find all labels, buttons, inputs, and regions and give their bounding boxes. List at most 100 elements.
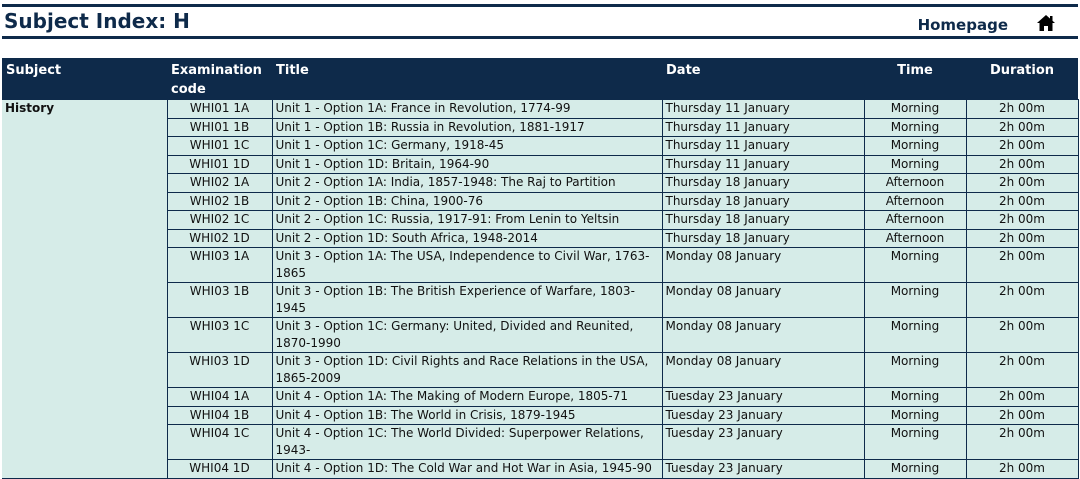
time-cell: Morning (863, 154, 967, 174)
exam-code-cell: WHI04 1B (166, 405, 273, 425)
duration-cell: 2h 00m (965, 459, 1079, 479)
date-cell: Tuesday 23 January (661, 424, 865, 460)
time-cell: Morning (863, 459, 967, 479)
duration-cell: 2h 00m (965, 387, 1079, 407)
table-row: History WHI01 1A Unit 1 - Option 1A: Franc… (2, 99, 1079, 479)
title-cell: Unit 2 - Option 1B: China, 1900-76 (271, 191, 663, 211)
table-row: WHI03 1C Unit 3 - Option 1C: Germany: Uni… (2, 317, 1079, 353)
duration-cell: 2h 00m (965, 173, 1079, 193)
table-row: WHI03 1A Unit 3 - Option 1A: The USA, Ind… (2, 247, 1079, 283)
header-bottom-rule (2, 36, 1078, 39)
date-cell: Tuesday 23 January (661, 387, 865, 407)
column-header-subject: Subject (2, 58, 167, 100)
table-row: WHI02 1B Unit 2 - Option 1B: China, 1900-… (2, 191, 1079, 211)
date-cell: Monday 08 January (661, 352, 865, 388)
duration-cell: 2h 00m (965, 210, 1079, 230)
duration-cell: 2h 00m (965, 317, 1079, 353)
table-row: WHI04 1A Unit 4 - Option 1A: The Making o… (2, 387, 1079, 407)
table-row: WHI01 1C Unit 1 - Option 1C: Germany, 191… (2, 136, 1079, 156)
exam-code-cell: WHI02 1B (166, 191, 273, 211)
duration-cell: 2h 00m (965, 247, 1079, 283)
time-cell: Morning (863, 424, 967, 460)
duration-cell: 2h 00m (965, 352, 1079, 388)
time-cell: Morning (863, 405, 967, 425)
exam-code-cell: WHI02 1D (166, 228, 273, 248)
exam-code-cell: WHI01 1A (166, 99, 273, 119)
table-row: WHI04 1B Unit 4 - Option 1B: The World in… (2, 405, 1079, 425)
table-row: WHI01 1B Unit 1 - Option 1B: Russia in Re… (2, 117, 1079, 137)
table-row: WHI02 1A Unit 2 - Option 1A: India, 1857-… (2, 173, 1079, 193)
date-cell: Monday 08 January (661, 247, 865, 283)
time-cell: Morning (863, 282, 967, 318)
table-row: WHI01 1D Unit 1 - Option 1D: Britain, 196… (2, 154, 1079, 174)
date-cell: Monday 08 January (661, 317, 865, 353)
duration-cell: 2h 00m (965, 191, 1079, 211)
time-cell: Morning (863, 247, 967, 283)
title-cell: Unit 4 - Option 1D: The Cold War and Hot… (271, 459, 663, 479)
date-cell: Thursday 11 January (661, 99, 865, 119)
duration-cell: 2h 00m (965, 282, 1079, 318)
duration-cell: 2h 00m (965, 99, 1079, 119)
duration-cell: 2h 00m (965, 154, 1079, 174)
table-row: WHI02 1D Unit 2 - Option 1D: South Africa… (2, 228, 1079, 248)
title-cell: Unit 3 - Option 1D: Civil Rights and Rac… (271, 352, 663, 388)
subject-cell: History (2, 99, 168, 479)
exam-code-cell: WHI03 1B (166, 282, 273, 318)
time-cell: Morning (863, 99, 967, 119)
exam-code-cell: WHI01 1B (166, 117, 273, 137)
title-cell: Unit 1 - Option 1C: Germany, 1918-45 (271, 136, 663, 156)
exam-code-cell: WHI03 1C (166, 317, 273, 353)
homepage-link[interactable]: Homepage (917, 16, 1008, 34)
home-icon[interactable] (1036, 14, 1056, 32)
exam-code-cell: WHI03 1D (166, 352, 273, 388)
page-title: Subject Index: H (4, 9, 190, 33)
date-cell: Thursday 11 January (661, 136, 865, 156)
title-cell: Unit 3 - Option 1C: Germany: United, Div… (271, 317, 663, 353)
time-cell: Afternoon (863, 210, 967, 230)
date-cell: Thursday 11 January (661, 117, 865, 137)
subject-index-table: Subject Examination code Title Date Time… (2, 58, 1079, 479)
date-cell: Tuesday 23 January (661, 459, 865, 479)
column-header-examination-code: Examination code (167, 58, 272, 100)
table-header-row: Subject Examination code Title Date Time… (2, 58, 1078, 100)
title-cell: Unit 4 - Option 1C: The World Divided: S… (271, 424, 663, 460)
duration-cell: 2h 00m (965, 136, 1079, 156)
date-cell: Thursday 11 January (661, 154, 865, 174)
title-cell: Unit 4 - Option 1A: The Making of Modern… (271, 387, 663, 407)
exam-code-cell: WHI02 1A (166, 173, 273, 193)
title-cell: Unit 3 - Option 1A: The USA, Independenc… (271, 247, 663, 283)
date-cell: Monday 08 January (661, 282, 865, 318)
duration-cell: 2h 00m (965, 117, 1079, 137)
title-cell: Unit 4 - Option 1B: The World in Crisis,… (271, 405, 663, 425)
table-body: History WHI01 1A Unit 1 - Option 1A: Franc… (2, 99, 1079, 479)
column-header-duration: Duration (966, 58, 1078, 100)
duration-cell: 2h 00m (965, 424, 1079, 460)
time-cell: Morning (863, 317, 967, 353)
duration-cell: 2h 00m (965, 405, 1079, 425)
column-header-date: Date (662, 58, 864, 100)
table-row: WHI03 1B Unit 3 - Option 1B: The British … (2, 282, 1079, 318)
column-header-title: Title (272, 58, 662, 100)
title-cell: Unit 2 - Option 1A: India, 1857-1948: Th… (271, 173, 663, 193)
title-cell: Unit 2 - Option 1D: South Africa, 1948-2… (271, 228, 663, 248)
exam-code-cell: WHI02 1C (166, 210, 273, 230)
exam-code-cell: WHI04 1A (166, 387, 273, 407)
title-cell: Unit 2 - Option 1C: Russia, 1917-91: Fro… (271, 210, 663, 230)
date-cell: Tuesday 23 January (661, 405, 865, 425)
title-cell: Unit 1 - Option 1A: France in Revolution… (271, 99, 663, 119)
table-row: WHI02 1C Unit 2 - Option 1C: Russia, 1917… (2, 210, 1079, 230)
date-cell: Thursday 18 January (661, 228, 865, 248)
time-cell: Afternoon (863, 191, 967, 211)
time-cell: Afternoon (863, 173, 967, 193)
duration-cell: 2h 00m (965, 228, 1079, 248)
exam-code-cell: WHI01 1D (166, 154, 273, 174)
exam-code-cell: WHI04 1D (166, 459, 273, 479)
header-top-rule (2, 4, 1078, 7)
column-header-time: Time (864, 58, 966, 100)
title-cell: Unit 1 - Option 1D: Britain, 1964-90 (271, 154, 663, 174)
date-cell: Thursday 18 January (661, 210, 865, 230)
date-cell: Thursday 18 January (661, 191, 865, 211)
time-cell: Morning (863, 352, 967, 388)
title-cell: Unit 1 - Option 1B: Russia in Revolution… (271, 117, 663, 137)
exam-code-cell: WHI01 1C (166, 136, 273, 156)
